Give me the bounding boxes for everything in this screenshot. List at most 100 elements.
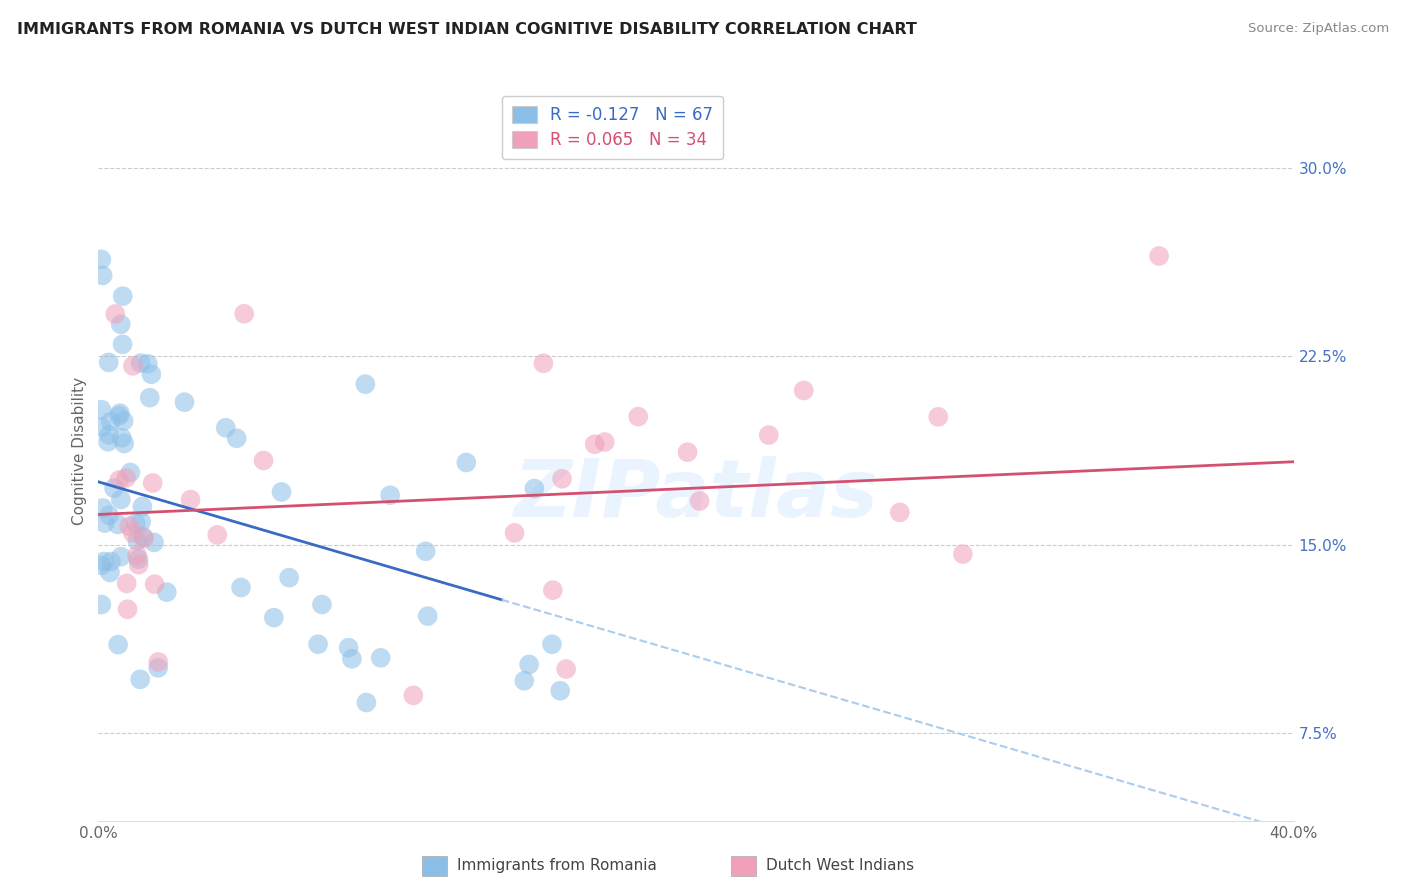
Point xyxy=(121,525,143,540)
Point xyxy=(93,516,115,530)
Point xyxy=(107,638,129,652)
Point xyxy=(115,471,138,485)
Point xyxy=(354,377,377,392)
Point xyxy=(136,357,159,371)
Point xyxy=(129,515,152,529)
Point xyxy=(555,662,578,676)
Point xyxy=(541,583,564,598)
Point xyxy=(311,598,333,612)
Point xyxy=(548,683,571,698)
Point xyxy=(146,661,169,675)
Point xyxy=(402,689,425,703)
Point xyxy=(627,409,650,424)
Point xyxy=(118,519,141,533)
Point xyxy=(103,481,125,495)
Y-axis label: Cognitive Disability: Cognitive Disability xyxy=(72,376,87,524)
Point xyxy=(110,492,132,507)
Point xyxy=(100,415,122,429)
Point xyxy=(90,558,112,573)
Point xyxy=(112,414,135,428)
Point xyxy=(758,428,780,442)
Point xyxy=(148,655,170,669)
Text: ZIPatlas: ZIPatlas xyxy=(513,456,879,534)
Point xyxy=(889,505,911,519)
Point xyxy=(142,475,165,490)
Point xyxy=(90,252,112,267)
Point xyxy=(129,673,152,687)
Point xyxy=(127,533,149,548)
Point xyxy=(120,466,142,480)
Point xyxy=(207,528,229,542)
Point xyxy=(111,431,134,445)
Point xyxy=(125,548,148,562)
Point xyxy=(131,500,153,514)
Point xyxy=(112,436,135,450)
Point xyxy=(108,473,131,487)
Point xyxy=(270,485,292,500)
Point xyxy=(517,657,540,672)
Point xyxy=(225,431,247,445)
Point xyxy=(97,434,120,449)
Point xyxy=(90,402,112,417)
Point xyxy=(141,367,163,381)
Text: IMMIGRANTS FROM ROMANIA VS DUTCH WEST INDIAN COGNITIVE DISABILITY CORRELATION CH: IMMIGRANTS FROM ROMANIA VS DUTCH WEST IN… xyxy=(17,22,917,37)
Point xyxy=(98,508,121,523)
Point xyxy=(456,455,478,469)
Point xyxy=(370,650,392,665)
Point xyxy=(98,428,121,442)
Point xyxy=(128,558,150,572)
Point xyxy=(156,585,179,599)
Point xyxy=(307,637,329,651)
Point xyxy=(583,437,606,451)
Point xyxy=(143,535,166,549)
Point xyxy=(108,406,131,420)
Point xyxy=(952,547,974,561)
Point xyxy=(97,355,120,369)
Point xyxy=(90,420,112,434)
Point xyxy=(104,307,127,321)
Point xyxy=(132,530,155,544)
Point xyxy=(124,516,146,531)
Point xyxy=(676,445,699,459)
Point xyxy=(110,318,132,332)
Point xyxy=(111,337,134,351)
Text: Dutch West Indians: Dutch West Indians xyxy=(766,858,914,872)
Point xyxy=(127,552,149,566)
Point xyxy=(263,610,285,624)
Point xyxy=(380,488,402,502)
Point xyxy=(91,501,114,516)
Point xyxy=(927,409,949,424)
Point xyxy=(93,554,115,568)
Point xyxy=(215,421,238,435)
Point xyxy=(90,598,112,612)
Point xyxy=(340,652,363,666)
Point xyxy=(416,609,439,624)
Text: Source: ZipAtlas.com: Source: ZipAtlas.com xyxy=(1249,22,1389,36)
Point xyxy=(98,566,121,580)
Point xyxy=(503,525,526,540)
Point xyxy=(111,289,134,303)
Point xyxy=(129,356,152,370)
Point xyxy=(252,453,274,467)
Point xyxy=(531,356,554,370)
Point xyxy=(117,602,139,616)
Point xyxy=(541,637,564,651)
Point xyxy=(91,268,114,283)
Point xyxy=(415,544,437,558)
Point xyxy=(122,359,145,373)
Point xyxy=(337,640,360,655)
Point xyxy=(233,307,256,321)
Point xyxy=(143,577,166,591)
Point xyxy=(110,549,132,564)
Point xyxy=(107,517,129,532)
Point xyxy=(108,409,131,423)
Legend: R = -0.127   N = 67, R = 0.065   N = 34: R = -0.127 N = 67, R = 0.065 N = 34 xyxy=(502,96,723,159)
Point xyxy=(793,384,815,398)
Point xyxy=(134,532,156,546)
Point xyxy=(100,555,122,569)
Point xyxy=(229,581,252,595)
Point xyxy=(115,576,138,591)
Text: Immigrants from Romania: Immigrants from Romania xyxy=(457,858,657,872)
Point xyxy=(593,434,616,449)
Point xyxy=(173,395,195,409)
